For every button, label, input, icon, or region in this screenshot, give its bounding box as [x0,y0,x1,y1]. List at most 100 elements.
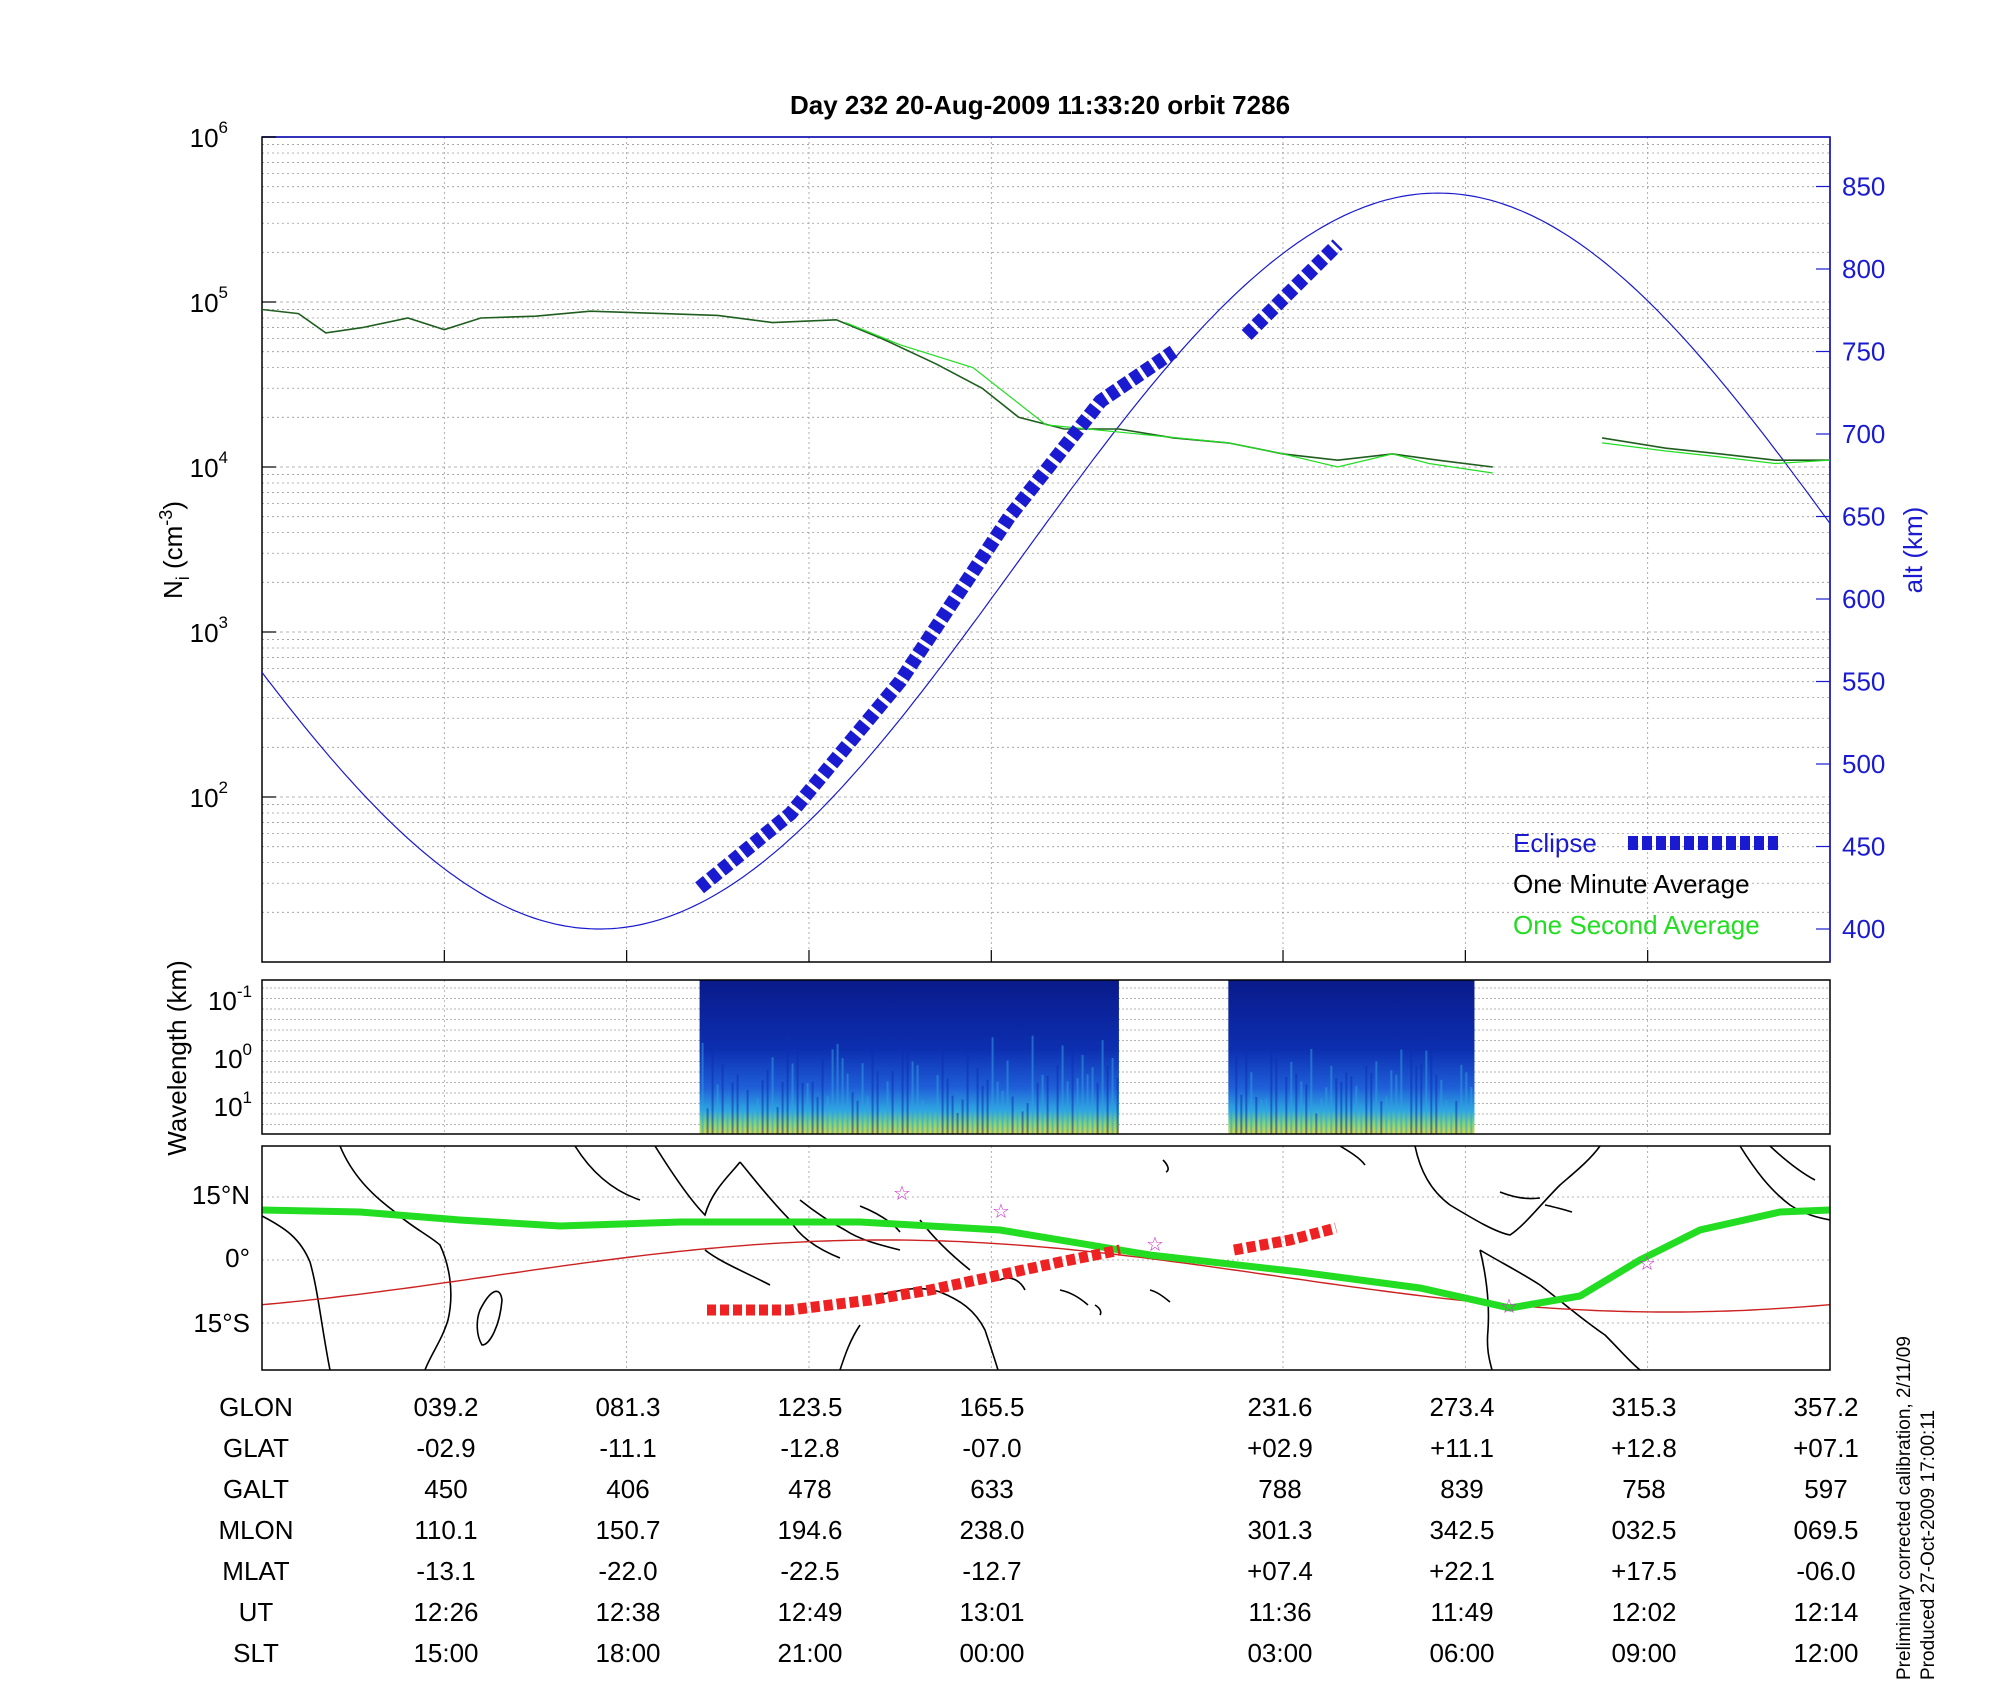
y2-tick-label: 700 [1842,419,1885,449]
spectrogram-streak [1031,1035,1034,1134]
spec-tick-base: 10 [208,986,237,1016]
legend-second-label: One Second Average [1513,910,1760,940]
spectrogram-streak [1270,1046,1273,1134]
spec-tick-label: 101 [214,1088,252,1122]
spectrogram-streak [1235,1055,1238,1134]
spectrogram-streak [1440,1079,1443,1134]
spectrogram-streak [891,1071,894,1134]
spectrogram-streak [1410,1040,1413,1134]
spectrogram-streak [1340,1081,1343,1134]
spectrogram-streak [786,1034,789,1134]
spectrogram-streak [1006,1060,1009,1134]
spectrogram-streak [971,1104,974,1134]
spectrogram-streak [1470,1086,1473,1134]
spectrogram-streak [1245,1052,1248,1134]
table-cell: 357.2 [1793,1392,1858,1422]
table-cell: 406 [606,1474,649,1504]
table-cell: 315.3 [1611,1392,1676,1422]
spectrogram-streak [1240,1094,1243,1134]
spectrogram-streak [1061,1045,1064,1134]
star-marker-3: ☆ [1146,1232,1164,1256]
spectrogram-streak [1355,1085,1358,1134]
map-grid [262,1146,1830,1370]
table-cell: 13:01 [959,1597,1024,1627]
spectrogram-streak [881,1110,884,1134]
y-label-rest: (cm [158,526,188,577]
table-cell: 758 [1622,1474,1665,1504]
coastline-caribbean [1499,1191,1573,1213]
table-cell: +02.9 [1247,1433,1313,1463]
table-cell: 12:00 [1793,1638,1858,1668]
table-cell: 21:00 [777,1638,842,1668]
spectrogram-streak [1056,1065,1059,1134]
spectrogram-streak [1096,1082,1099,1134]
table-row-label: MLON [218,1515,293,1545]
table-row-label: UT [239,1597,274,1627]
coastline-australia [839,1287,999,1370]
star-marker-5: ☆ [1638,1251,1656,1275]
map-y-labels: 15°N 0° 15°S [192,1180,250,1338]
table-cell: 032.5 [1611,1515,1676,1545]
spectrogram-streak [811,1081,814,1134]
spectrogram-streak [1325,1087,1328,1134]
spectrogram-streak [1086,1074,1089,1134]
spectrogram-streak [921,1099,924,1134]
table-row-label: SLT [233,1638,279,1668]
spectrogram-streak [856,1100,859,1134]
table-cell: 12:26 [413,1597,478,1627]
spectrogram-streak [876,1071,879,1134]
spectrogram-streak [1021,1111,1024,1134]
spectrogram-streak [991,1037,994,1134]
spectrogram-streak [1375,1061,1378,1134]
spectrogram-streak [1330,1065,1333,1134]
spectrogram-streak [1460,1064,1463,1134]
table-cell: 12:49 [777,1597,842,1627]
spectrogram-streak [961,1099,964,1134]
y2-tick-label: 850 [1842,172,1885,202]
spectrogram-streak [1011,1096,1014,1134]
spectrogram-streak [816,1096,819,1134]
spectrogram-streak [926,1104,929,1134]
data-table: GLON GLAT GALT MLON MLAT UT SLT 039.2 -02.9 450 11… [218,1392,1858,1668]
table-cell: 039.2 [413,1392,478,1422]
spectrogram-streak [1116,1077,1119,1134]
y-tick-exp: 2 [219,778,228,797]
spec-tick-label: 100 [214,1040,252,1074]
table-cell: -12.8 [780,1433,839,1463]
table-row-label: GLAT [223,1433,289,1463]
altitude-curve [262,192,1830,930]
spectrogram-streak [1071,1047,1074,1134]
spectrogram-streak [791,1063,794,1134]
y-tick-label: 106 [190,118,228,153]
y-tick-label: 103 [190,613,228,648]
spectrogram-streak [1385,1096,1388,1134]
spectrogram-streak [1365,1066,1368,1134]
spectrogram-streak [826,1096,829,1134]
spectrogram-streak [801,1082,804,1134]
spectrogram-streak [1280,1107,1283,1134]
y-label-sub: i [173,576,193,580]
spectrogram-streak [956,1112,959,1134]
spectrogram-streak [761,1080,764,1134]
spectrogram-streak [1395,1074,1398,1134]
spectrogram-streak [1046,1075,1049,1134]
spectrogram-streak [1380,1101,1383,1134]
spectrogram-y-label: Wavelength (km) [162,960,192,1156]
spectrogram-streak [941,1050,944,1134]
table-cell: 478 [788,1474,831,1504]
table-cell: -13.1 [416,1556,475,1586]
map-frame [261,1145,1831,1371]
table-cell: 194.6 [777,1515,842,1545]
spectrogram-streak [716,1084,719,1134]
spectrogram-frame [261,979,1831,1135]
spectrogram-streak [766,1069,769,1134]
table-cell: 11:36 [1248,1597,1311,1627]
spectrogram-streak [831,1049,834,1134]
y2-tick-label: 500 [1842,749,1885,779]
table-cell: -02.9 [416,1433,475,1463]
spectrogram-streak [951,1095,954,1134]
spectrogram-streak [1300,1081,1303,1134]
table-cell: -22.5 [780,1556,839,1586]
y-tick-label: 102 [190,778,228,813]
